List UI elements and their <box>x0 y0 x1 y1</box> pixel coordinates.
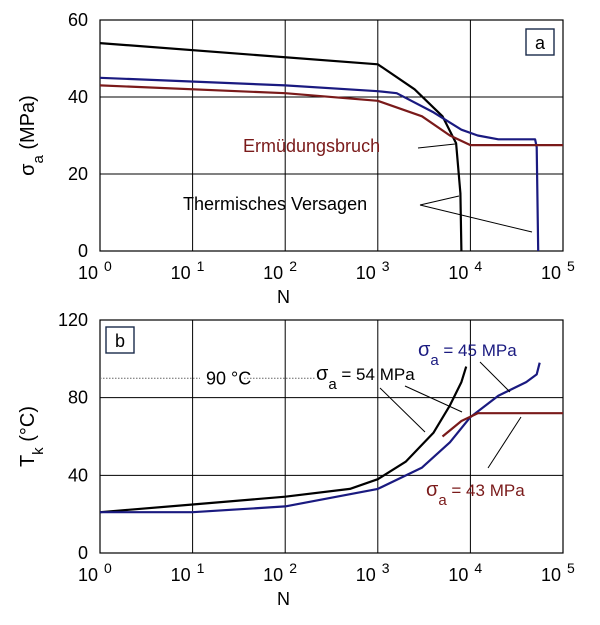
series-label-leader <box>404 385 463 413</box>
x-tick-label: 10 3 <box>356 560 390 585</box>
x-tick-base: 10 <box>78 263 98 283</box>
x-tick-base: 10 <box>356 263 376 283</box>
x-tick-label: 10 1 <box>171 560 205 585</box>
y-axis-label: σa (MPa) <box>17 95 47 176</box>
plot-frame <box>99 319 564 554</box>
x-tick-exponent: 0 <box>104 258 112 274</box>
x-tick-label: 10 4 <box>448 258 482 283</box>
series-line <box>99 366 468 514</box>
x-axis-label: N <box>277 287 290 307</box>
x-tick-base: 10 <box>171 263 191 283</box>
annotation-leader <box>419 195 460 206</box>
y-tick-label: 80 <box>68 388 88 408</box>
series-label-leader <box>487 416 522 469</box>
x-tick-exponent: 2 <box>289 560 297 576</box>
x-axis-label: N <box>277 589 290 609</box>
y-tick-label: 40 <box>68 87 88 107</box>
x-tick-exponent: 2 <box>289 258 297 274</box>
x-tick-exponent: 4 <box>474 560 482 576</box>
annotation-thermisches-versagen: Thermisches Versagen <box>183 194 367 214</box>
x-tick-label: 10 5 <box>541 258 575 283</box>
plot-frame <box>99 19 564 252</box>
x-tick-base: 10 <box>171 565 191 585</box>
series-label-leader <box>479 361 511 393</box>
x-tick-label: 10 1 <box>171 258 205 283</box>
panel-label: a <box>535 33 546 53</box>
x-tick-label: 10 4 <box>448 560 482 585</box>
x-tick-base: 10 <box>448 565 468 585</box>
x-tick-label: 10 2 <box>263 258 297 283</box>
y-tick-label: 0 <box>78 543 88 563</box>
x-tick-base: 10 <box>263 263 283 283</box>
series-line <box>100 362 541 514</box>
series-line <box>99 84 563 147</box>
y-tick-label: 120 <box>58 310 88 330</box>
annotation-leader <box>419 204 533 233</box>
y-tick-label: 0 <box>78 241 88 261</box>
series-label: σa = 54 MPa <box>316 363 415 393</box>
x-tick-base: 10 <box>78 565 98 585</box>
x-tick-base: 10 <box>541 565 561 585</box>
series-label: σa = 45 MPa <box>418 339 517 369</box>
x-tick-exponent: 3 <box>382 258 390 274</box>
panel-label: b <box>115 331 125 351</box>
x-tick-label: 10 0 <box>78 560 112 585</box>
panel-label-box <box>525 28 555 56</box>
x-tick-base: 10 <box>448 263 468 283</box>
x-tick-exponent: 4 <box>474 258 482 274</box>
y-tick-label: 20 <box>68 164 88 184</box>
x-tick-exponent: 1 <box>197 560 205 576</box>
x-tick-label: 10 5 <box>541 560 575 585</box>
x-tick-base: 10 <box>263 565 283 585</box>
x-tick-base: 10 <box>541 263 561 283</box>
annotation-ermuedungsbruch: Ermüdungsbruch <box>243 136 380 156</box>
y-tick-label: 60 <box>68 10 88 30</box>
x-tick-base: 10 <box>356 565 376 585</box>
x-tick-label: 10 0 <box>78 258 112 283</box>
x-tick-exponent: 1 <box>197 258 205 274</box>
reference-line-label: 90 °C <box>206 368 251 388</box>
annotation-leader <box>417 143 456 149</box>
y-tick-label: 40 <box>68 465 88 485</box>
series-line <box>99 42 463 252</box>
x-tick-label: 10 2 <box>263 560 297 585</box>
x-tick-label: 10 3 <box>356 258 390 283</box>
series-label: σa = 43 MPa <box>426 479 525 509</box>
x-tick-exponent: 0 <box>104 560 112 576</box>
y-axis-label: Tk (°C) <box>17 406 47 467</box>
panel-label-box <box>105 326 135 354</box>
series-label-leader <box>379 387 426 433</box>
series-line <box>441 412 563 438</box>
series-line <box>99 76 540 252</box>
x-tick-exponent: 5 <box>567 258 575 274</box>
x-tick-exponent: 5 <box>567 560 575 576</box>
x-tick-exponent: 3 <box>382 560 390 576</box>
